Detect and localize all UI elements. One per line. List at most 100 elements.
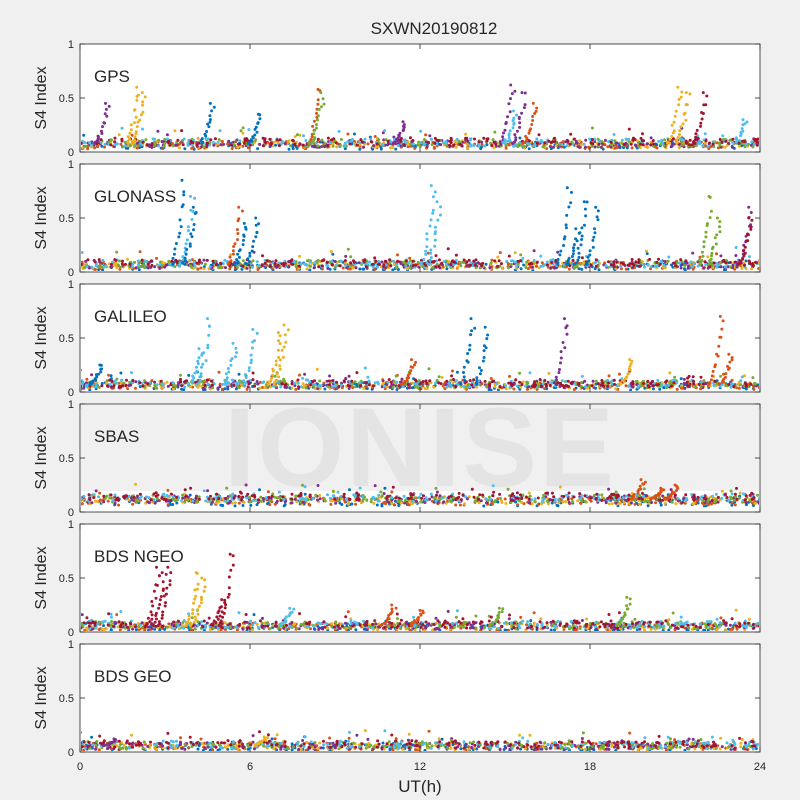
data-point [500, 501, 504, 504]
data-point [464, 132, 468, 136]
data-point [684, 259, 688, 263]
data-point [467, 258, 471, 262]
data-point [376, 265, 380, 269]
data-point [512, 116, 516, 120]
data-point [691, 251, 695, 255]
data-point [597, 142, 601, 146]
data-point [242, 233, 246, 237]
data-point [420, 258, 423, 262]
data-point [330, 263, 334, 266]
data-point [489, 377, 493, 380]
data-point [439, 382, 443, 386]
data-point [376, 380, 380, 384]
data-point [496, 264, 499, 268]
data-point [530, 265, 534, 269]
data-point [144, 138, 148, 142]
data-point [465, 359, 469, 363]
data-point [646, 384, 650, 388]
data-point [483, 379, 487, 383]
data-point [273, 374, 277, 378]
data-point [268, 137, 272, 141]
data-point [263, 386, 267, 389]
data-point [223, 258, 227, 262]
data-point [195, 143, 199, 147]
peak-point [435, 200, 439, 204]
constellation-label: GALILEO [94, 307, 167, 326]
data-point [742, 254, 746, 258]
data-point [339, 383, 343, 387]
data-point [261, 254, 264, 258]
data-point [102, 500, 106, 504]
data-point [560, 143, 564, 146]
data-point [168, 143, 172, 147]
data-point [680, 138, 684, 142]
data-point [437, 264, 441, 268]
data-point [257, 222, 261, 226]
data-point [253, 127, 257, 131]
data-point [556, 146, 560, 150]
data-point [754, 382, 757, 386]
data-point [511, 119, 515, 123]
data-point [579, 501, 583, 505]
data-point [519, 253, 523, 257]
data-point [543, 379, 547, 382]
data-point [409, 144, 413, 148]
data-point [463, 378, 466, 382]
data-point [136, 93, 140, 97]
data-point [437, 258, 441, 262]
data-point [615, 141, 619, 145]
data-point [672, 142, 676, 146]
data-point [190, 143, 194, 147]
peak-point [718, 314, 722, 318]
data-point [138, 381, 142, 385]
data-point [450, 374, 454, 378]
data-point [283, 385, 287, 389]
data-point [684, 118, 688, 122]
peak-point [197, 347, 201, 351]
data-point [498, 140, 502, 144]
data-point [282, 377, 286, 381]
data-point [88, 388, 92, 391]
data-point [194, 211, 198, 214]
data-point [722, 372, 725, 376]
data-point [570, 190, 573, 194]
data-point [454, 379, 458, 383]
data-point [208, 324, 211, 328]
data-point [737, 141, 741, 145]
data-point [630, 491, 634, 495]
data-point [109, 263, 113, 266]
data-point [304, 139, 308, 142]
data-point [235, 382, 239, 386]
data-point [279, 142, 283, 146]
data-point [278, 138, 282, 142]
data-point [189, 264, 192, 268]
data-point [237, 372, 241, 376]
data-point [584, 138, 588, 142]
data-point [573, 265, 576, 269]
data-point [515, 113, 519, 117]
data-point [150, 143, 154, 147]
data-point [249, 353, 253, 357]
data-point [426, 251, 430, 255]
data-point [566, 139, 570, 143]
data-point [130, 371, 133, 375]
data-point [718, 230, 722, 234]
data-point [342, 379, 346, 383]
data-point [659, 503, 663, 507]
data-point [373, 267, 377, 271]
data-point [425, 145, 429, 149]
data-point [541, 382, 545, 386]
data-point [219, 262, 223, 266]
data-point [165, 380, 169, 384]
data-point [689, 260, 693, 264]
data-point [386, 380, 390, 384]
data-point [570, 497, 574, 501]
data-point [680, 90, 684, 94]
data-point [620, 138, 624, 142]
data-point [129, 128, 133, 132]
data-point [389, 264, 393, 268]
data-point [226, 385, 230, 389]
data-point [137, 263, 141, 267]
data-point [543, 141, 547, 145]
data-point [86, 258, 90, 262]
